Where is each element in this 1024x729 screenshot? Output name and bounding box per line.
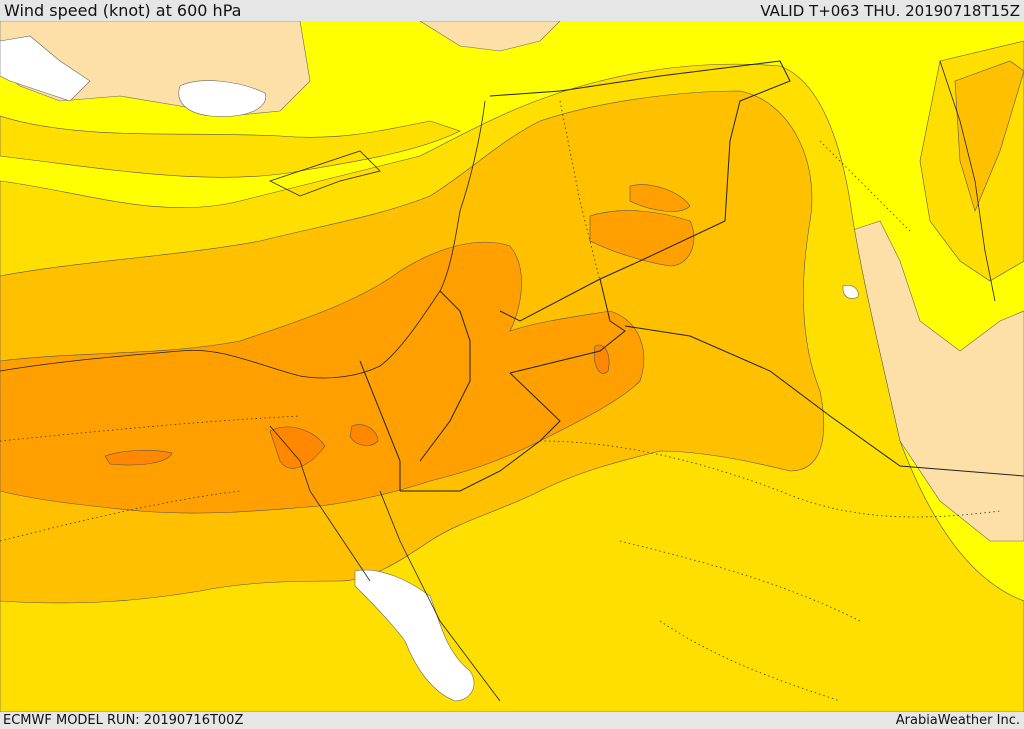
sea-crete-region (178, 80, 266, 117)
sea-aegean (0, 35, 91, 102)
map-footer: ECMWF MODEL RUN: 20190716T00Z ArabiaWeat… (0, 712, 1024, 729)
sea-red-sea (354, 569, 475, 702)
internal-boundaries (0, 100, 1001, 702)
wind-level-6-west (104, 450, 173, 466)
wind-level-5-syria-patch (589, 210, 695, 267)
sea-gulf-island (842, 284, 859, 299)
map-header: Wind speed (knot) at 600 hPa VALID T+063… (0, 0, 1024, 21)
model-run: ECMWF MODEL RUN: 20190716T00Z (3, 713, 244, 728)
wind-level-6-iraq (594, 344, 610, 374)
wind-speed-map (0, 21, 1024, 712)
country-borders (359, 60, 1024, 492)
wind-level-1-aegean-patch (419, 21, 561, 52)
wind-level-4-east-strip (954, 60, 1024, 212)
wind-level-3-north-band (0, 115, 461, 178)
wind-level-6-jordan (349, 424, 379, 446)
wind-level-5-iraq-patch (629, 184, 691, 212)
map-title: Wind speed (knot) at 600 hPa (4, 1, 242, 20)
coastlines (0, 60, 996, 702)
wind-level-6-sinai (269, 426, 326, 469)
valid-time: VALID T+063 THU. 20190718T15Z (760, 2, 1020, 20)
credit-label: ArabiaWeather Inc. (895, 713, 1020, 728)
